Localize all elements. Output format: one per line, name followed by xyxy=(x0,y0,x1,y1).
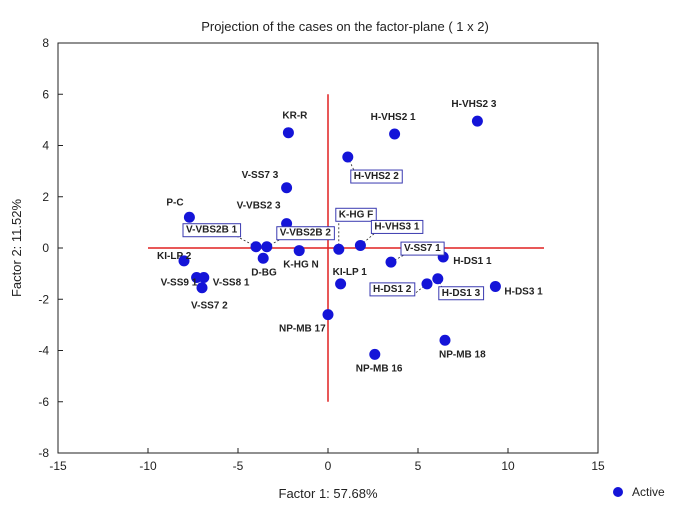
x-axis: -15 -10 -5 0 5 10 15 xyxy=(49,448,605,473)
point-label-box xyxy=(335,207,377,222)
x-tick-label: 15 xyxy=(591,459,605,473)
y-tick-label: 8 xyxy=(42,36,49,50)
data-point xyxy=(261,241,273,253)
reference-lines xyxy=(148,94,544,402)
point-label: H-DS1 2 xyxy=(373,284,412,295)
data-point xyxy=(250,241,262,253)
y-tick-label: 0 xyxy=(42,241,49,255)
y-tick-label: -6 xyxy=(38,395,49,409)
y-axis: -8 -6 -4 -2 0 2 4 6 8 xyxy=(38,36,63,460)
data-point xyxy=(322,309,334,321)
y-tick-label: 4 xyxy=(42,139,49,153)
legend-marker xyxy=(613,487,623,497)
point-label: NP-MB 16 xyxy=(356,363,403,374)
x-tick-label: -5 xyxy=(233,459,244,473)
point-label: KI-LP 1 xyxy=(333,267,368,278)
legend: Active xyxy=(613,485,665,499)
point-label: V-SS8 1 xyxy=(213,277,250,288)
point-label: V-VBS2 3 xyxy=(237,201,281,212)
data-point xyxy=(354,239,366,251)
point-label-box xyxy=(438,286,485,301)
point-label: NP-MB 18 xyxy=(439,349,486,360)
y-tick-label: -8 xyxy=(38,446,49,460)
data-point xyxy=(369,348,381,360)
data-points xyxy=(178,115,501,360)
point-label: NP-MB 17 xyxy=(279,324,326,335)
data-point xyxy=(421,278,433,290)
data-point xyxy=(333,243,345,255)
data-point xyxy=(183,211,195,223)
x-tick-label: 10 xyxy=(501,459,515,473)
point-label: V-SS9 1 xyxy=(161,277,198,288)
point-label-box xyxy=(369,282,416,297)
data-point xyxy=(282,127,294,139)
data-point xyxy=(281,182,293,194)
point-label: V-SS7 2 xyxy=(191,301,228,312)
data-point xyxy=(389,128,401,140)
data-point xyxy=(196,282,208,294)
data-point xyxy=(385,256,397,268)
data-point xyxy=(198,271,210,283)
point-label: KR-R xyxy=(282,111,308,122)
legend-label-active: Active xyxy=(632,485,665,499)
point-label: KI-LP 2 xyxy=(157,251,192,262)
x-tick-label: -15 xyxy=(49,459,67,473)
point-label: H-VHS3 1 xyxy=(374,221,419,232)
y-tick-label: 6 xyxy=(42,87,49,101)
point-label: H-DS1 3 xyxy=(442,288,481,299)
leader-line xyxy=(390,254,405,263)
data-point xyxy=(293,245,305,257)
point-label: H-DS1 1 xyxy=(453,256,492,267)
point-label: V-SS7 3 xyxy=(242,170,279,181)
x-tick-label: -10 xyxy=(139,459,157,473)
point-label: H-DS3 1 xyxy=(504,286,543,297)
point-label: H-VHS2 2 xyxy=(354,171,399,182)
x-tick-label: 5 xyxy=(415,459,422,473)
point-label: H-VHS2 1 xyxy=(371,112,416,123)
data-point xyxy=(178,255,190,267)
point-label: K-HG F xyxy=(339,209,373,220)
point-label-box xyxy=(182,223,242,238)
point-label: D-BG xyxy=(251,267,277,278)
data-point xyxy=(342,151,354,163)
leader-line xyxy=(266,239,280,248)
x-axis-label: Factor 1: 57.68% xyxy=(279,486,378,501)
x-tick-label: 0 xyxy=(325,459,332,473)
point-label-box xyxy=(350,169,403,184)
y-axis-label: Factor 2: 11.52% xyxy=(9,199,24,297)
data-point xyxy=(335,278,347,290)
leader-line xyxy=(237,236,257,248)
point-label-box xyxy=(370,219,424,234)
data-point xyxy=(432,273,444,285)
data-point xyxy=(439,334,451,346)
data-point xyxy=(257,252,269,264)
y-tick-label: -4 xyxy=(38,344,49,358)
data-labels: H-VHS2 3 H-VHS2 1 KR-R H-VHS2 2 V-SS7 3 P-C V-… xyxy=(157,99,543,374)
point-label: K-HG N xyxy=(283,260,319,271)
point-label: V-SS7 1 xyxy=(404,243,441,254)
point-label-box xyxy=(276,226,335,241)
point-label: V-VBS2B 1 xyxy=(186,225,238,236)
y-tick-label: 2 xyxy=(42,190,49,204)
chart-title: Projection of the cases on the factor-pl… xyxy=(201,19,489,34)
point-label: V-VBS2B 2 xyxy=(280,228,332,239)
point-label-box xyxy=(400,241,445,256)
leader-line xyxy=(360,233,375,246)
data-point xyxy=(471,115,483,127)
point-label: H-VHS2 3 xyxy=(451,99,496,110)
y-tick-label: -2 xyxy=(38,292,49,306)
point-label: P-C xyxy=(166,197,183,208)
data-point xyxy=(489,280,501,292)
